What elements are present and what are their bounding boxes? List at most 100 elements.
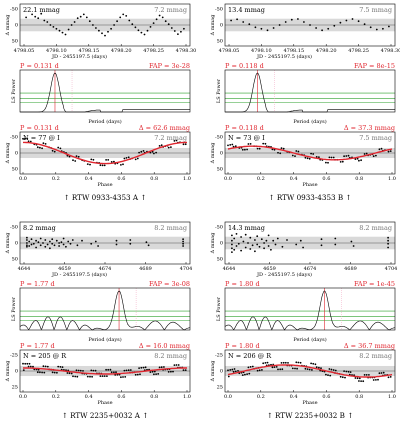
phase-point [354,377,357,379]
lc-point [37,241,40,244]
phase-point [273,148,276,151]
y-tick-label: -50 [215,135,223,141]
panel-frame [224,287,396,331]
phase-point [334,369,337,372]
lc-point [327,27,330,30]
phase-point [175,364,178,366]
lc-point [28,240,31,243]
x-tick-label: 0.8 [355,394,363,400]
lc-point [58,29,61,32]
phase-point [105,368,107,371]
lc-point [251,244,254,247]
lc-point [387,239,389,242]
phase-point [89,375,91,378]
lc-point [134,26,137,29]
phase-point [182,369,185,371]
lc-point [182,245,185,247]
phase-point [251,365,254,368]
phase-point [134,158,137,161]
phase-point [86,163,89,166]
phase-point [315,156,318,158]
lc-point [240,249,243,252]
lc-point [61,31,64,34]
phase-point [232,145,235,148]
x-axis-label: Period (days) [88,118,121,125]
phase-point [312,153,315,155]
phase-point [82,370,84,372]
phase-point [136,373,139,376]
lc-point [46,243,49,246]
lc-point [145,241,148,244]
lc-point [152,22,155,24]
x-tick-label: 0.8 [355,176,363,182]
lc-point [276,237,279,240]
x-tick-label: 0.2 [257,394,265,400]
lc-point [266,29,269,32]
lc-point [265,239,268,242]
phase-point [134,373,137,376]
phase-point [144,366,147,369]
x-tick-label: 4798.30 [176,48,197,54]
lc-point [263,242,265,244]
phase-point [127,156,130,159]
model-curve [23,367,187,375]
phase-point [310,362,312,365]
panel-frame [19,287,191,331]
y-tick-label: 0 [220,241,223,247]
phase-point [106,375,108,377]
phase-point [229,369,232,371]
lc-point [334,243,337,246]
lc-point [303,21,305,23]
phase-point [246,373,249,375]
y-axis-label: LS Power [11,296,17,321]
phase-point [110,371,113,374]
lc-point [26,236,28,239]
phase-point [53,150,56,153]
lc-point [242,21,245,23]
x-tick-label: 4644 [18,266,31,272]
x-axis-label: JD - 2455197.5 (days) [51,53,107,60]
lc-point [284,21,287,23]
y-tick-label: -50 [10,225,18,231]
y-tick-label: 50 [12,166,18,172]
phase-point [341,160,344,163]
phase-panel: P = 1.80 d Δ = 36.7 mmag N = 206 @ R 8.2 mm… [210,342,396,406]
x-tick-label: 4798.20 [111,48,132,54]
lc-point [131,23,134,26]
panel-frame [19,3,191,47]
lc-point [58,242,60,244]
phase-point [347,370,350,373]
lc-point [247,242,249,244]
phase-point [103,164,106,167]
y-tick-label: 0 [15,369,18,375]
phase-point [284,361,287,364]
y-tick-label: 0 [220,151,223,157]
phase-point [378,148,381,151]
phase-point [172,370,174,373]
phase-point [282,147,285,150]
phase-point [291,154,294,157]
phase-point [279,152,282,155]
lc-point [173,30,176,32]
y-tick-label: -25 [215,353,223,359]
lc-point [320,244,323,247]
phase-point [107,368,110,371]
x-tick-label: 4798.15 [78,48,99,54]
lc-point [46,21,49,23]
phase-point [368,374,370,376]
period-label: P = 0.131 d [20,62,59,70]
lightcurve-panel: 4798.05 4798.10 4798.15 4798.20 4798.25 4798.… [5,3,197,60]
lc-point [25,16,27,19]
amplitude-label: Δ = 16.0 mmag [139,342,190,350]
lc-point [26,239,28,241]
x-tick-label: 4674 [304,266,317,272]
period-label: P = 0.131 d [20,124,59,132]
phase-point [389,376,392,378]
phase-point [280,362,283,364]
phase-point [139,373,141,376]
lc-point [339,21,342,24]
lc-point [113,24,115,26]
x-tick-label: 4798.05 [14,48,35,54]
lc-point [64,33,67,36]
x-tick-label: 4798.15 [283,48,304,54]
